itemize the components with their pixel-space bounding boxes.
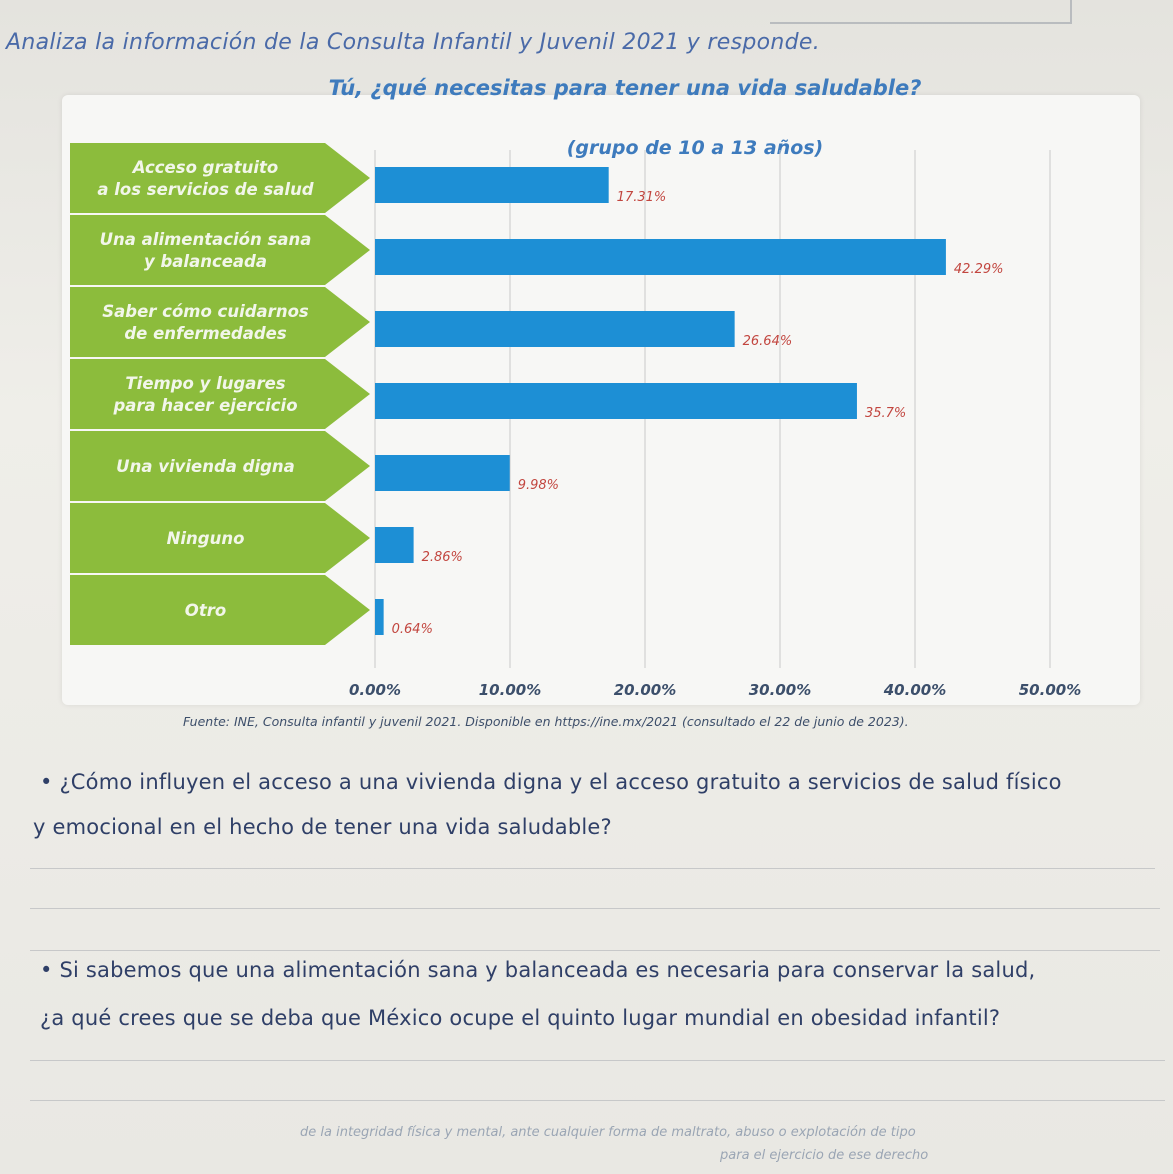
- category-label-arrow: [70, 215, 370, 285]
- page-corner-rule: [770, 0, 1072, 24]
- bar: [375, 167, 609, 203]
- answer-line: [30, 1100, 1165, 1101]
- bar: [375, 239, 946, 275]
- bar: [375, 527, 414, 563]
- x-tick-label: 10.00%: [479, 681, 541, 699]
- question-2-line-2: ¿a qué crees que se deba que México ocup…: [40, 1006, 1001, 1030]
- answer-line: [30, 1060, 1165, 1061]
- footer-text-line-1: de la integridad física y mental, ante c…: [300, 1125, 916, 1140]
- category-label: Otro: [185, 601, 226, 620]
- category-label: Una alimentación sana: [100, 230, 312, 249]
- category-label-arrow: [70, 359, 370, 429]
- chart-subtitle: (grupo de 10 a 13 años): [566, 137, 824, 159]
- bar-value-label: 26.64%: [743, 334, 793, 349]
- category-label-arrow: [70, 575, 370, 645]
- question-1-line-2: y emocional en el hecho de tener una vid…: [33, 815, 612, 839]
- category-label-arrow: [70, 431, 370, 501]
- answer-line: [30, 950, 1160, 951]
- x-tick-label: 20.00%: [614, 681, 676, 699]
- question-1-line-1: • ¿Cómo influyen el acceso a una viviend…: [40, 770, 1062, 794]
- answer-line: [30, 908, 1160, 909]
- bar-value-label: 0.64%: [392, 622, 433, 637]
- category-label: de enfermedades: [124, 324, 287, 343]
- bar-value-label: 35.7%: [865, 406, 906, 421]
- category-label: Una vivienda digna: [116, 457, 295, 476]
- chart-title: Tú, ¿qué necesitas para tener una vida s…: [328, 76, 922, 100]
- bar-value-label: 2.86%: [422, 550, 463, 565]
- category-label: Saber cómo cuidarnos: [102, 302, 309, 321]
- footer-text-line-2: para el ejercicio de ese derecho: [720, 1148, 929, 1163]
- answer-line: [30, 868, 1155, 869]
- x-tick-label: 30.00%: [749, 681, 811, 699]
- bar-value-label: 9.98%: [518, 478, 559, 493]
- bar: [375, 311, 735, 347]
- bar: [375, 599, 384, 635]
- category-label: Ninguno: [167, 529, 245, 548]
- bar: [375, 455, 510, 491]
- question-2-line-1: • Si sabemos que una alimentación sana y…: [40, 958, 1036, 982]
- category-label-arrow: [70, 287, 370, 357]
- category-label: Acceso gratuito: [131, 158, 279, 177]
- bar: [375, 383, 857, 419]
- category-label: y balanceada: [144, 252, 267, 271]
- bar-value-label: 42.29%: [954, 262, 1004, 277]
- bar-value-label: 17.31%: [617, 190, 667, 205]
- category-label-arrow: [70, 143, 370, 213]
- category-label: a los servicios de salud: [97, 180, 313, 199]
- x-tick-label: 0.00%: [349, 681, 401, 699]
- instruction-text: Analiza la información de la Consulta In…: [6, 30, 820, 55]
- chart-source: Fuente: INE, Consulta infantil y juvenil…: [183, 714, 909, 729]
- category-label: para hacer ejercicio: [112, 396, 297, 415]
- x-tick-label: 40.00%: [883, 681, 946, 699]
- x-tick-label: 50.00%: [1019, 681, 1081, 699]
- category-label: Tiempo y lugares: [125, 374, 285, 393]
- bar-chart: 0.00% 10.00% 20.00% 30.00% 40.00% 50.00% Acces…: [70, 143, 1081, 699]
- category-label-arrow: [70, 503, 370, 573]
